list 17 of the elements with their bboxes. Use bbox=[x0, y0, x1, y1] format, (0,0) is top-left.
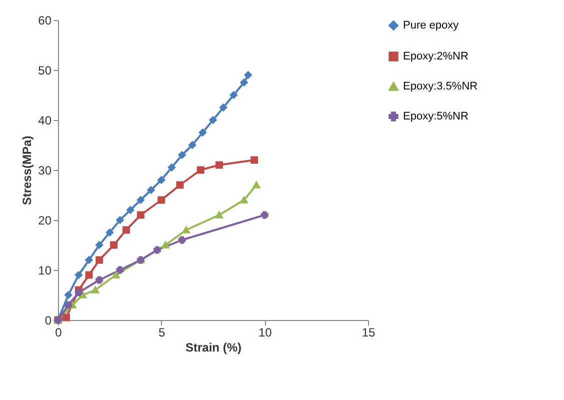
legend-label: Pure epoxy bbox=[403, 20, 460, 32]
y-tick-label: 10 bbox=[38, 264, 52, 278]
y-tick-label: 20 bbox=[38, 214, 52, 228]
x-tick-label: 5 bbox=[158, 326, 166, 340]
y-tick-label: 50 bbox=[38, 64, 52, 78]
legend-label: Epoxy:2%NR bbox=[403, 50, 468, 62]
x-axis-title: Strain (%) bbox=[185, 340, 242, 354]
x-tick-label: 10 bbox=[258, 326, 272, 340]
y-tick-label: 30 bbox=[38, 164, 52, 178]
y-tick-label: 60 bbox=[38, 14, 52, 28]
legend-label: Epoxy:3.5%NR bbox=[403, 80, 478, 92]
x-tick-label: 0 bbox=[55, 326, 62, 340]
legend-label: Epoxy:5%NR bbox=[403, 110, 468, 122]
y-axis-title: Stress(MPa) bbox=[20, 136, 34, 206]
y-tick-label: 40 bbox=[38, 114, 52, 128]
x-tick-label: 15 bbox=[362, 326, 376, 340]
y-tick-label: 0 bbox=[44, 314, 52, 328]
